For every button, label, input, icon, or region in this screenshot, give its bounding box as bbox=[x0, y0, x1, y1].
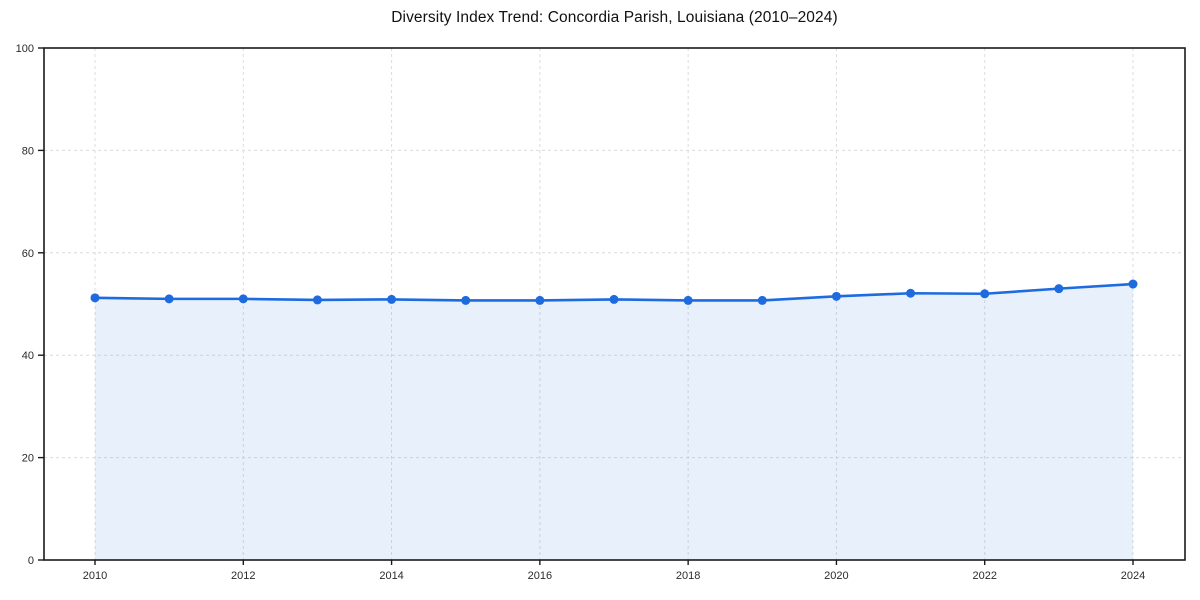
chart-title: Diversity Index Trend: Concordia Parish,… bbox=[391, 9, 838, 26]
x-tick-label: 2018 bbox=[676, 570, 700, 582]
data-point bbox=[683, 295, 693, 305]
y-tick-label: 0 bbox=[28, 555, 34, 567]
data-point bbox=[757, 295, 767, 305]
data-point bbox=[164, 294, 174, 304]
data-point bbox=[90, 293, 100, 303]
data-point bbox=[980, 289, 990, 299]
x-tick-label: 2016 bbox=[528, 570, 552, 582]
y-tick-label: 40 bbox=[22, 350, 34, 362]
data-point bbox=[831, 291, 841, 301]
x-tick-label: 2014 bbox=[379, 570, 403, 582]
data-point bbox=[387, 294, 397, 304]
plot-border bbox=[43, 47, 1186, 561]
data-point bbox=[1054, 284, 1064, 294]
x-tick-label: 2020 bbox=[824, 570, 848, 582]
area-fill bbox=[95, 284, 1133, 560]
y-tick-label: 60 bbox=[22, 248, 34, 260]
x-tick-label: 2022 bbox=[972, 570, 996, 582]
data-point bbox=[906, 288, 916, 298]
data-point bbox=[312, 295, 322, 305]
y-tick-label: 20 bbox=[22, 453, 34, 465]
x-tick-label: 2010 bbox=[83, 570, 107, 582]
y-tick-label: 80 bbox=[22, 145, 34, 157]
x-tick-label: 2012 bbox=[231, 570, 255, 582]
y-tick-label: 100 bbox=[16, 43, 34, 55]
data-point bbox=[461, 295, 471, 305]
data-point bbox=[238, 294, 248, 304]
x-tick-label: 2024 bbox=[1121, 570, 1145, 582]
data-point bbox=[1128, 279, 1138, 289]
data-point bbox=[609, 294, 619, 304]
data-point bbox=[535, 295, 545, 305]
